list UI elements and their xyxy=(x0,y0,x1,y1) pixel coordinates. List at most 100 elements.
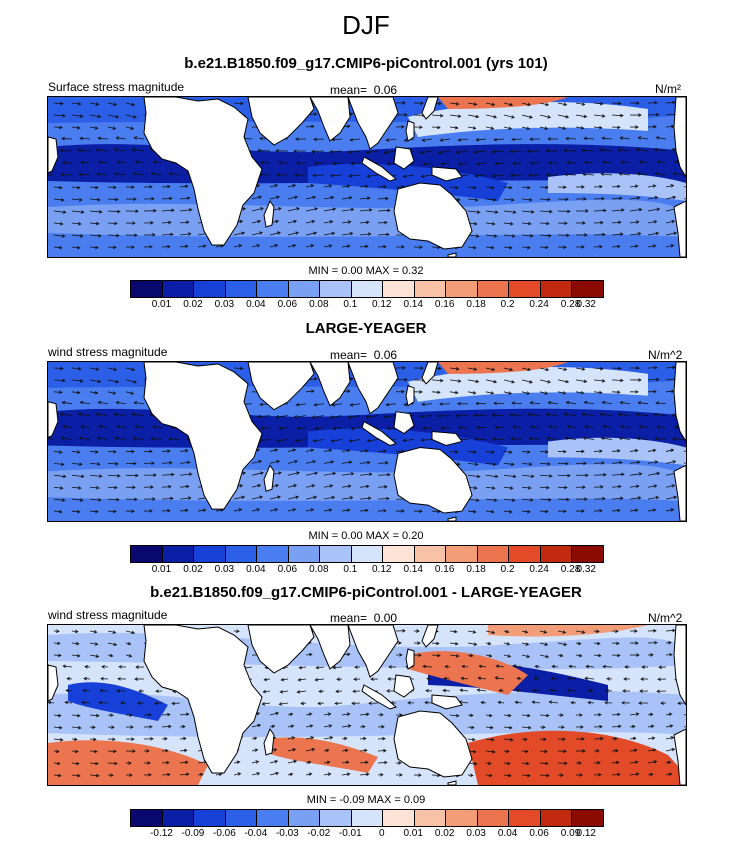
wind-arrow xyxy=(53,773,62,778)
wind-arrow xyxy=(575,473,589,478)
wind-arrow xyxy=(287,195,299,200)
wind-arrow xyxy=(521,462,533,466)
wind-arrow xyxy=(656,689,667,694)
wind-arrow xyxy=(582,436,595,441)
panel-1-mean-text: mean= xyxy=(330,83,368,97)
wind-arrow xyxy=(521,379,533,384)
wind-arrow xyxy=(521,450,531,454)
wind-arrow xyxy=(647,448,657,453)
wind-arrow xyxy=(420,174,433,179)
wind-arrow xyxy=(116,424,127,429)
colorbar-tick-label: 0.32 xyxy=(576,564,596,575)
wind-arrow xyxy=(647,712,654,717)
wind-arrow xyxy=(629,508,639,513)
wind-arrow xyxy=(269,243,279,248)
wind-arrow xyxy=(179,496,192,500)
colorbar-tick-label: 0.12 xyxy=(576,828,596,839)
wind-arrow xyxy=(531,700,541,704)
wind-arrow xyxy=(395,245,405,249)
wind-arrow xyxy=(347,150,361,154)
wind-arrow xyxy=(485,391,495,395)
wind-arrow xyxy=(53,486,64,490)
wind-arrow xyxy=(425,688,433,693)
wind-arrow xyxy=(503,185,513,190)
wind-arrow xyxy=(377,773,384,777)
land-mass xyxy=(431,166,463,182)
wind-arrow xyxy=(585,664,595,669)
wind-arrow xyxy=(503,450,513,454)
wind-arrow xyxy=(510,173,523,178)
wind-arrow xyxy=(467,450,477,454)
wind-arrow xyxy=(179,208,193,212)
wind-arrow xyxy=(287,736,296,740)
wind-arrow xyxy=(233,495,246,500)
land-mass xyxy=(263,199,275,228)
wind-arrow xyxy=(611,641,620,646)
wind-arrow xyxy=(349,137,361,142)
wind-arrow xyxy=(512,425,523,429)
wind-arrow xyxy=(341,484,352,489)
colorbar-swatch xyxy=(414,810,447,826)
wind-arrow xyxy=(53,629,60,633)
colorbar-swatch xyxy=(509,281,541,297)
wind-arrow xyxy=(143,497,156,501)
wind-arrow xyxy=(101,665,109,669)
wind-arrow xyxy=(413,509,423,513)
wind-arrow xyxy=(323,244,333,248)
wind-arrow xyxy=(503,498,516,502)
wind-arrow xyxy=(161,184,171,189)
wind-arrow xyxy=(359,184,369,189)
wind-arrow xyxy=(611,760,620,765)
wind-arrow xyxy=(60,172,73,177)
wind-arrow xyxy=(377,496,390,501)
wind-arrow xyxy=(297,677,307,682)
wind-arrow xyxy=(593,208,607,213)
wind-arrow xyxy=(503,234,516,238)
wind-arrow xyxy=(161,196,173,201)
colorbar-tick-label: 0.18 xyxy=(466,564,486,575)
wind-arrow xyxy=(305,772,313,777)
wind-arrow xyxy=(125,126,135,130)
colorbar-swatch xyxy=(351,281,384,297)
wind-arrow xyxy=(305,652,313,657)
wind-arrow xyxy=(179,772,190,777)
colorbar-tick-label: 0.02 xyxy=(183,299,203,310)
wind-arrow xyxy=(461,664,469,669)
colorbar-swatch xyxy=(288,546,321,562)
panel-1-variable-label: Surface stress magnitude xyxy=(48,80,185,94)
wind-arrow xyxy=(269,448,279,452)
field-band xyxy=(488,625,648,637)
wind-arrow xyxy=(251,484,262,488)
wind-arrow xyxy=(629,724,636,729)
land-mass xyxy=(48,401,59,439)
wind-arrow xyxy=(640,677,649,681)
wind-arrow xyxy=(467,185,477,190)
wind-arrow xyxy=(629,748,638,753)
wind-arrow xyxy=(350,161,361,166)
wind-arrow xyxy=(287,471,300,476)
wind-arrow xyxy=(305,495,318,500)
colorbar-swatch xyxy=(540,281,573,297)
wind-arrow xyxy=(593,379,606,383)
wind-arrow xyxy=(287,484,298,488)
wind-arrow xyxy=(475,401,487,406)
wind-arrow xyxy=(539,474,553,478)
wind-arrow xyxy=(575,209,589,213)
wind-arrow xyxy=(323,772,332,776)
wind-arrow xyxy=(457,401,469,406)
wind-arrow xyxy=(179,508,189,513)
colorbar-tick-label: 0.03 xyxy=(466,828,486,839)
wind-arrow xyxy=(475,138,487,142)
wind-arrow xyxy=(287,219,298,224)
wind-arrow xyxy=(179,196,191,200)
wind-arrow xyxy=(276,173,289,177)
wind-arrow xyxy=(665,724,674,728)
wind-arrow xyxy=(638,425,649,429)
wind-arrow xyxy=(629,125,639,129)
wind-arrow xyxy=(89,749,98,754)
wind-arrow xyxy=(53,378,66,383)
colorbar-swatch xyxy=(383,546,415,562)
wind-arrow xyxy=(96,436,109,441)
wind-arrow xyxy=(323,448,333,453)
wind-arrow xyxy=(125,461,137,466)
